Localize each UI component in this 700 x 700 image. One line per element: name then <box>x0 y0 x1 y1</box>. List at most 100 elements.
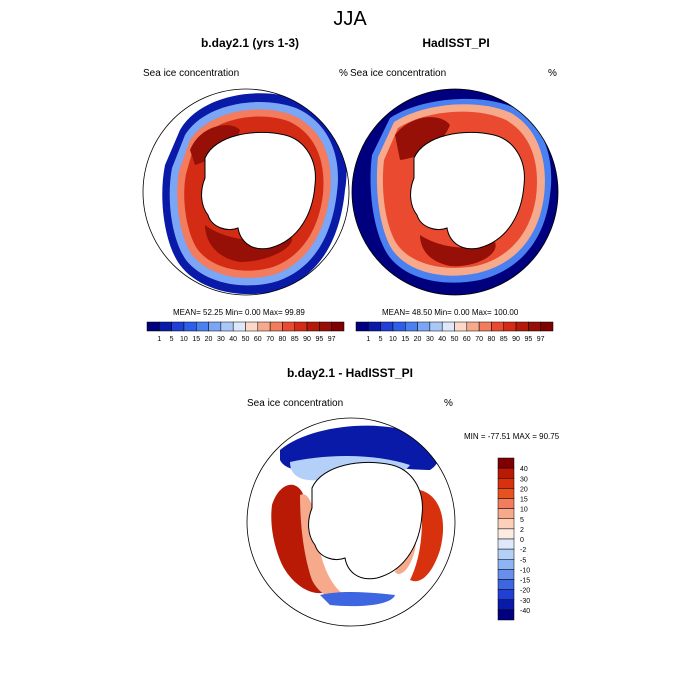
colorbar-tick-label: -20 <box>520 588 530 595</box>
colorbar-swatch <box>171 321 185 332</box>
colorbar-tick-label: 5 <box>379 336 383 343</box>
colorbar-swatch <box>497 528 515 540</box>
colorbar-swatch <box>183 321 197 332</box>
diff-left-label: Sea ice concentration <box>247 398 344 409</box>
figure-title: JJA <box>333 8 367 30</box>
colorbar-tick-label: 30 <box>520 476 528 483</box>
colorbar-tick-label: 90 <box>303 336 311 343</box>
colorbar-tick-label: 70 <box>266 336 274 343</box>
diff-stats: MIN = -77.51 MAX = 90.75 <box>464 432 560 441</box>
colorbar-swatch <box>497 498 515 509</box>
colorbar-swatch <box>245 321 259 332</box>
colorbar-swatch <box>355 321 369 332</box>
panel2-title: HadISST_PI <box>422 36 490 50</box>
colorbar-tick-label: 10 <box>389 336 397 343</box>
colorbar-tick-label: 20 <box>520 486 528 493</box>
colorbar-swatch <box>282 321 295 332</box>
colorbar-swatch <box>497 609 515 621</box>
colorbar-swatch <box>497 599 515 611</box>
colorbar-swatch <box>220 321 234 332</box>
colorbar-swatch <box>392 321 406 332</box>
colorbar-swatch <box>497 579 515 590</box>
colorbar-swatch <box>497 467 515 479</box>
colorbar-tick-label: 40 <box>438 336 446 343</box>
colorbar-tick-label: 15 <box>401 336 409 343</box>
colorbar-tick-label: 85 <box>500 336 508 343</box>
colorbar-swatch <box>454 321 468 332</box>
colorbar-swatch <box>232 321 246 332</box>
diff-antarctica <box>308 461 423 580</box>
colorbar-tick-label: 5 <box>170 336 174 343</box>
colorbar-swatch <box>319 321 332 332</box>
panel2-right-label: % <box>548 68 557 79</box>
panel1-left-label: Sea ice concentration <box>143 68 240 79</box>
colorbar-swatch <box>491 321 504 332</box>
colorbar-tick-label: 97 <box>537 336 545 343</box>
colorbar-swatch <box>208 321 222 332</box>
colorbar-tick-label: 80 <box>279 336 287 343</box>
colorbar-swatch <box>159 321 172 332</box>
colorbar-swatch <box>368 321 381 332</box>
colorbar-swatch <box>497 569 515 580</box>
colorbar-swatch <box>497 478 515 489</box>
colorbar-tick-label: 95 <box>524 336 532 343</box>
colorbar-tick-label: 85 <box>291 336 299 343</box>
colorbar-swatch <box>497 457 515 469</box>
colorbar-tick-label: 90 <box>512 336 520 343</box>
colorbar-tick-label: 60 <box>463 336 471 343</box>
colorbar-tick-label: 60 <box>254 336 262 343</box>
colorbar-tick-label: 80 <box>488 336 496 343</box>
colorbar-swatch <box>196 321 209 332</box>
colorbar-tick-label: 50 <box>451 336 459 343</box>
colorbar-tick-label: 97 <box>328 336 336 343</box>
colorbar-swatch <box>269 321 283 332</box>
conc-colorbar-2: 1 5 10 15 20 30 40 50 60 70 80 85 90 95 97 <box>355 321 554 343</box>
colorbar-tick-label: 15 <box>520 497 528 504</box>
colorbar-tick-label: -30 <box>520 598 530 605</box>
colorbar-swatch <box>405 321 418 332</box>
conc-colorbar-1: 1 5 10 15 20 30 40 50 60 70 80 85 90 95 97 <box>146 321 345 343</box>
panel2-stats: MEAN= 48.50 Min= 0.00 Max= 100.00 <box>382 308 519 317</box>
colorbar-tick-label: 20 <box>205 336 213 343</box>
colorbar-tick-label: -40 <box>520 608 530 615</box>
colorbar-swatch <box>294 321 308 332</box>
panel1-stats: MEAN= 52.25 Min= 0.00 Max= 99.89 <box>173 308 305 317</box>
colorbar-tick-label: 50 <box>242 336 250 343</box>
colorbar-tick-label: 70 <box>475 336 483 343</box>
colorbar-swatch <box>466 321 480 332</box>
colorbar-swatch <box>331 321 345 332</box>
colorbar-swatch <box>497 518 515 530</box>
colorbar-tick-label: 30 <box>217 336 225 343</box>
panel2-band-darkred-2 <box>420 235 496 267</box>
colorbar-tick-label: 10 <box>520 507 528 514</box>
panel1-right-label: % <box>339 68 348 79</box>
colorbar-tick-label: 1 <box>157 336 161 343</box>
colorbar-swatch <box>306 321 320 332</box>
colorbar-tick-label: 95 <box>315 336 323 343</box>
panel1-map <box>143 89 349 295</box>
colorbar-swatch <box>528 321 541 332</box>
colorbar-swatch <box>478 321 492 332</box>
colorbar-swatch <box>146 321 160 332</box>
colorbar-swatch <box>497 538 515 550</box>
colorbar-swatch <box>497 548 515 560</box>
colorbar-tick-label: 2 <box>520 527 524 534</box>
colorbar-swatch <box>429 321 443 332</box>
colorbar-tick-label: 40 <box>229 336 237 343</box>
diff-right-label: % <box>444 398 453 409</box>
colorbar-tick-label: -2 <box>520 547 526 554</box>
colorbar-swatch <box>257 321 271 332</box>
colorbar-tick-label: 10 <box>180 336 188 343</box>
colorbar-tick-label: 1 <box>366 336 370 343</box>
diff-title: b.day2.1 - HadISST_PI <box>286 366 414 380</box>
diff-map-border <box>246 417 456 627</box>
colorbar-tick-label: -15 <box>520 578 530 585</box>
panel1-title: b.day2.1 (yrs 1-3) <box>200 36 300 50</box>
diff-map <box>247 418 455 626</box>
panel1-antarctica <box>201 131 316 250</box>
diff-blue-south <box>320 591 395 607</box>
colorbar-tick-label: -10 <box>520 567 530 574</box>
panel2-antarctica <box>410 131 525 250</box>
panel2-band-darkred <box>395 117 450 160</box>
